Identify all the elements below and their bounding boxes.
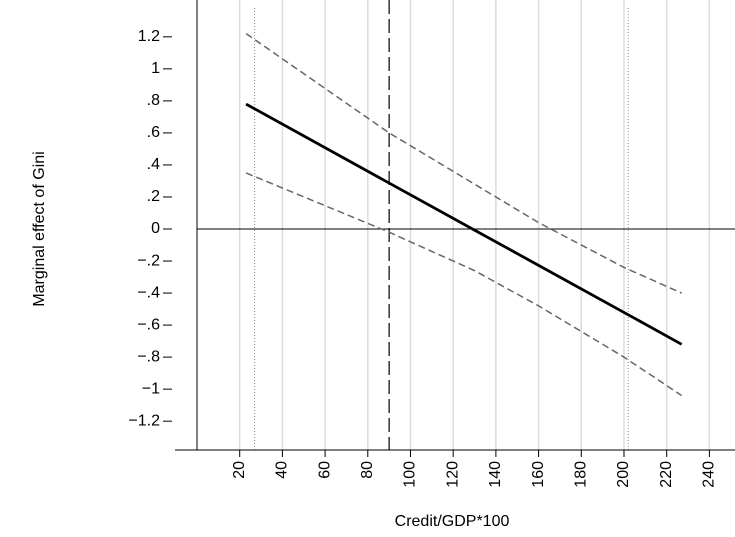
y-axis-title: Marginal effect of Gini [31, 151, 48, 306]
y-tick-label: −.6 [137, 316, 160, 333]
x-tick-label: 60 [316, 461, 333, 479]
y-tick-label: .2 [147, 188, 160, 205]
x-tick-label: 220 [658, 461, 675, 488]
y-tick-label: −.4 [137, 284, 160, 301]
x-tick-label: 140 [487, 461, 504, 488]
y-tick-label: 1 [151, 60, 160, 77]
x-tick-label: 80 [359, 461, 376, 479]
y-tick-label: −1 [142, 380, 160, 397]
y-tick-label: .4 [147, 156, 160, 173]
y-tick-label: 1.2 [138, 28, 160, 45]
y-tick-label: .8 [147, 92, 160, 109]
series-line [245, 102, 683, 346]
y-tick-label: −1.2 [128, 412, 160, 429]
y-tick-label: 0 [151, 220, 160, 237]
x-tick-label: 200 [615, 461, 632, 488]
series-line [245, 172, 683, 397]
x-tick-label: 180 [573, 461, 590, 488]
x-tick-label: 100 [402, 461, 419, 488]
series-line [245, 33, 682, 294]
x-axis-title: Credit/GDP*100 [395, 513, 510, 530]
x-tick-label: 240 [701, 461, 718, 488]
x-tick-label: 20 [231, 461, 248, 479]
y-tick-label: −.2 [137, 252, 160, 269]
y-tick-label: .6 [147, 124, 160, 141]
x-tick-label: 120 [444, 461, 461, 488]
y-tick-label: −.8 [137, 348, 160, 365]
x-tick-label: 40 [274, 461, 291, 479]
x-tick-label: 160 [530, 461, 547, 488]
